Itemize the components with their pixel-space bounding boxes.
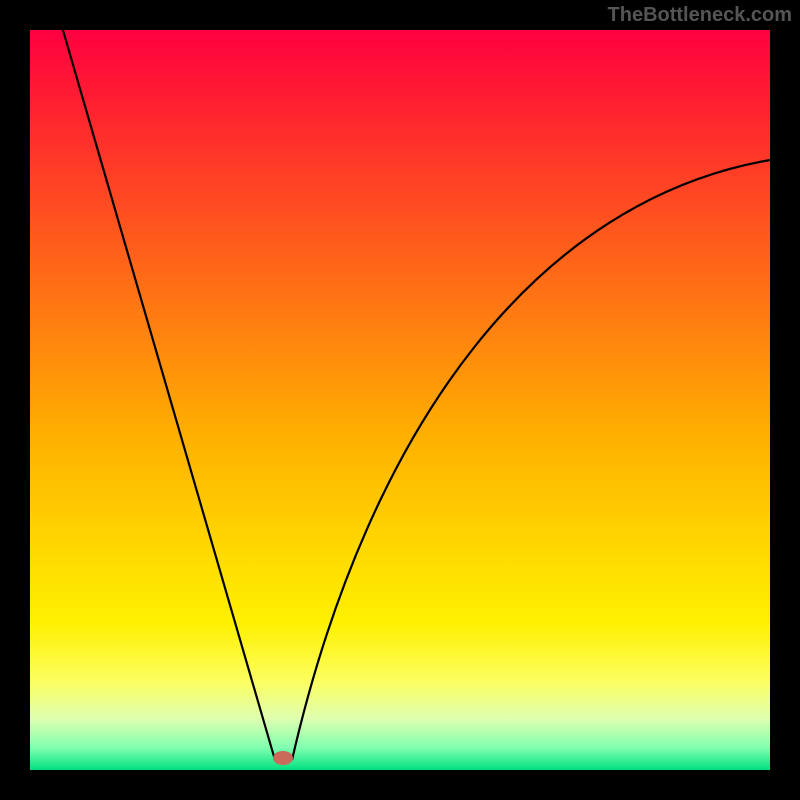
chart-svg xyxy=(0,0,800,800)
minimum-marker xyxy=(273,751,293,765)
plot-area xyxy=(30,30,770,770)
chart-container: TheBottleneck.com xyxy=(0,0,800,800)
watermark-text: TheBottleneck.com xyxy=(608,4,792,27)
